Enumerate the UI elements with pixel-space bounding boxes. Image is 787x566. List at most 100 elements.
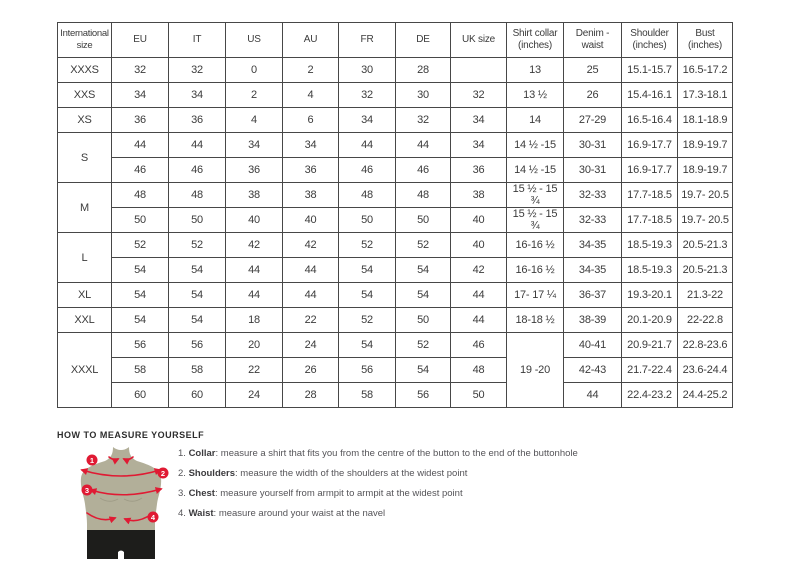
badge-2-number: 2: [161, 469, 165, 478]
column-header: AU: [282, 22, 339, 58]
table-cell: 26: [282, 357, 339, 383]
table-cell: 60: [111, 382, 169, 408]
table-cell: 18.9-19.7: [677, 157, 733, 183]
table-cell: 24.4-25.2: [677, 382, 733, 408]
column-header: EU: [111, 22, 169, 58]
table-cell: 54: [168, 282, 226, 308]
table-cell: XL: [57, 282, 112, 308]
step-text: : measure yourself from armpit to armpit…: [214, 488, 463, 499]
table-cell: 16.5-17.2: [677, 57, 733, 83]
measure-step-chest: 3. Chest: measure yourself from armpit t…: [178, 484, 578, 504]
table-cell: 44: [225, 282, 283, 308]
measure-step-collar: 1. Collar: measure a shirt that fits you…: [178, 444, 578, 464]
table-cell: 2: [282, 57, 339, 83]
table-row: 46 46 36 36 46 46 36 14 ½ -15 30-31 16.9-17.7 18.9…: [58, 157, 733, 183]
table-cell: 44: [282, 257, 339, 283]
table-cell: 18.1-18.9: [677, 107, 733, 133]
step-text: : measure the width of the shoulders at …: [235, 468, 468, 479]
table-cell: 22.4-23.2: [621, 382, 678, 408]
table-cell: 60: [168, 382, 226, 408]
column-header: International size: [57, 22, 112, 58]
table-cell: 36-37: [563, 282, 622, 308]
chest-contour-right: [123, 497, 143, 502]
table-cell: 30: [395, 82, 451, 108]
column-header: Denim - waist: [563, 22, 622, 58]
table-row: XXXS 32 32 0 2 30 28 13 25 15.1-15.7 16.5-17.2: [57, 57, 733, 83]
table-cell: 34-35: [563, 232, 622, 258]
table-cell: 38-39: [563, 307, 622, 333]
table-cell: 16-16 ½: [506, 257, 564, 283]
column-header: US: [225, 22, 283, 58]
table-cell: 32: [111, 57, 169, 83]
table-cell: 26: [563, 82, 622, 108]
measure-steps: 1. Collar: measure a shirt that fits you…: [178, 444, 578, 524]
table-cell: 56: [338, 357, 396, 383]
step-text: : measure around your waist at the navel: [213, 508, 386, 519]
table-cell: 56: [111, 332, 169, 358]
table-cell: 18.5-19.3: [621, 232, 678, 258]
table-row: XXL 54 54 18 22 52 50 44 18-18 ½ 38-39 20.1-20.9 22…: [57, 307, 733, 333]
step-text: : measure a shirt that fits you from the…: [215, 448, 578, 459]
table-cell: 38: [450, 182, 507, 208]
table-cell: 34: [225, 132, 283, 158]
table-cell: 44: [450, 282, 507, 308]
table-cell: 27-29: [563, 107, 622, 133]
table-cell: 30-31: [563, 132, 622, 158]
step-label: Collar: [188, 448, 216, 459]
table-cell: 17.3-18.1: [677, 82, 733, 108]
table-cell: 40: [450, 232, 507, 258]
table-cell: M: [57, 182, 112, 233]
table-cell: 20.1-20.9: [621, 307, 678, 333]
table-cell: 48: [168, 182, 226, 208]
table-cell: 17.7-18.5: [621, 182, 678, 208]
table-cell: 19.7- 20.5: [677, 182, 733, 208]
table-cell: 50: [111, 207, 169, 233]
table-cell: 21.7-22.4: [621, 357, 678, 383]
table-cell: 54: [168, 307, 226, 333]
step-label: Chest: [188, 488, 215, 499]
table-cell: 23.6-24.4: [677, 357, 733, 383]
table-cell: 20.5-21.3: [677, 232, 733, 258]
table-cell: 0: [225, 57, 283, 83]
column-header: Bust (inches): [677, 22, 733, 58]
table-cell: 50: [395, 307, 451, 333]
table-cell: 14 ½ -15: [506, 132, 564, 158]
mannequin-figure: 1 2 3 4: [80, 447, 169, 559]
table-row: 50 50 40 40 50 50 40 15 ½ - 15 ¾ 32-33 17.7-18.5 1…: [58, 207, 733, 233]
table-cell: 56: [168, 332, 226, 358]
table-cell: 18.9-19.7: [677, 132, 733, 158]
size-chart-table: International size EU IT US AU FR DE UK size Shi…: [57, 22, 733, 408]
table-cell: 38: [225, 182, 283, 208]
table-cell: 40: [225, 207, 283, 233]
table-cell: 44: [282, 282, 339, 308]
table-cell: L: [57, 232, 112, 283]
table-cell: 20.5-21.3: [677, 257, 733, 283]
table-cell: 34: [450, 132, 507, 158]
table-cell: 34-35: [563, 257, 622, 283]
table-cell: XXL: [57, 307, 112, 333]
table-cell: 46: [111, 157, 169, 183]
table-cell: 30: [338, 57, 396, 83]
badge-3-number: 3: [85, 486, 89, 495]
table-row: L 52 52 42 42 52 52 40 16-16 ½ 34-35 18.5-19.3 20.5…: [57, 232, 733, 283]
table-cell: 44: [338, 132, 396, 158]
table-cell: 14: [506, 107, 564, 133]
table-cell: 48: [395, 182, 451, 208]
table-header-row: International size EU IT US AU FR DE UK size Shi…: [57, 22, 733, 58]
column-header: DE: [395, 22, 451, 58]
table-cell: 52: [395, 232, 451, 258]
size-chart-body: XXXS 32 32 0 2 30 28 13 25 15.1-15.7 16.5-17.2 XXS 3…: [57, 57, 733, 408]
table-cell: 18: [225, 307, 283, 333]
table-cell: 46: [168, 157, 226, 183]
table-cell: XXXL: [57, 332, 112, 408]
table-row: 58 58 22 26 56 54 48 42-43 21.7-22.4 23.6-24.4: [58, 357, 733, 383]
table-cell: 38: [282, 182, 339, 208]
table-cell: 50: [450, 382, 507, 408]
table-cell: 28: [282, 382, 339, 408]
table-cell: 48: [111, 182, 169, 208]
measure-step-waist: 4. Waist: measure around your waist at t…: [178, 504, 578, 524]
table-cell: 34: [282, 132, 339, 158]
table-cell: 32: [395, 107, 451, 133]
table-cell: 34: [111, 82, 169, 108]
table-cell: 28: [395, 57, 451, 83]
